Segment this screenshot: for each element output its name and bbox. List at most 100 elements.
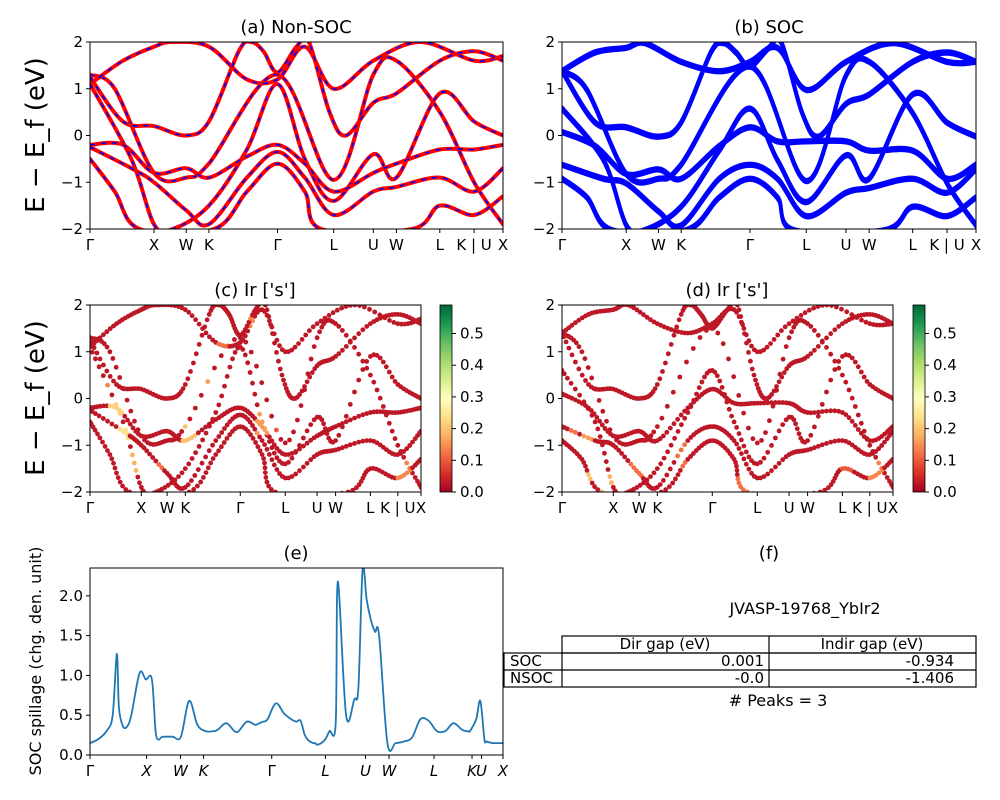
projected-point [849,312,855,317]
projected-point [263,305,268,308]
projected-point [677,468,683,473]
projected-point [734,472,740,478]
panel-d-xtick-label: K | U [852,499,887,517]
panel-e-xtick-label: L [430,762,438,780]
projected-point [595,426,601,432]
projected-point [145,493,150,498]
projected-point [736,431,742,436]
projected-point [582,356,588,362]
projected-point [101,362,106,368]
projected-point [625,494,630,499]
projected-point [186,309,192,315]
projected-point [242,352,248,358]
projected-point [753,377,758,383]
projected-point [310,324,316,330]
projected-point [299,388,305,394]
projected-point [776,379,782,385]
projected-point [769,443,774,448]
projected-point [93,411,98,416]
projected-point [120,483,125,489]
projected-point [675,453,680,459]
projected-point [682,442,687,448]
projected-point [585,435,591,441]
colorbar-c: 0.0 0.1 0.2 0.3 0.4 0.5 [439,304,484,501]
projected-point [262,442,267,447]
projected-point [297,443,302,448]
projected-point [648,474,653,479]
projected-point [182,424,188,429]
projected-point [156,462,162,467]
projected-point [401,454,407,460]
projected-point [597,434,603,439]
nonsoc-band-dash-1 [90,42,503,90]
projected-point [776,460,782,466]
projected-point [196,342,202,347]
projected-point [663,487,669,492]
projected-point [665,351,671,357]
projected-point [224,422,230,428]
soc-band-6 [562,42,976,138]
panel-b-xtick-label: K [676,236,687,254]
projected-point [389,428,395,434]
projected-point [336,422,342,428]
projected-point [573,320,578,326]
panel-d-xtick-label: X [888,499,898,517]
projected-point [808,324,814,329]
panel-b-xtick-label: W [651,236,666,254]
projected-point [198,479,204,485]
projected-point [418,484,421,490]
projected-point [736,307,742,313]
projected-point [586,472,591,478]
projected-point [758,400,763,406]
projected-point [336,432,342,438]
projected-point [268,322,273,327]
soc-band-split-4 [562,164,976,229]
panel-a-xtick-label: U [368,236,379,254]
panel-a-xtick-label: K [204,236,215,254]
panel-e-xtick-label: U [476,762,487,780]
panel-d-xtick-label: L [753,499,762,517]
projected-point [333,438,338,443]
panel-a-xtick-label: W [389,236,404,254]
projected-point [836,324,842,329]
projected-point [644,314,650,320]
projected-point [107,374,113,379]
projected-point [748,358,753,364]
projected-point [675,416,680,422]
table-cell-nsoc-indir: -1.406 [906,669,954,687]
projected-point [192,405,198,411]
panel-c-xtick-label: X [136,499,146,517]
projected-point [609,480,614,485]
projected-point [273,489,278,492]
projected-point [879,443,885,448]
projected-point [380,404,386,409]
table-cell-soc-indir: -0.934 [906,652,954,670]
projected-point [573,359,578,365]
projected-point [302,384,307,389]
projected-point [297,446,302,452]
projected-point [386,420,392,426]
projected-point [286,459,291,465]
projected-point [377,395,383,401]
projected-point [572,429,578,435]
projected-point [761,400,767,406]
projected-point [308,356,314,362]
panel-d-xtick-label: U [784,499,795,517]
gap-table: Dir gap (eV) Indir gap (eV) SOC 0.001 -0… [503,635,977,688]
projected-point [307,328,312,334]
table-row-label-soc: SOC [510,652,542,670]
projected-point [90,349,95,355]
projected-point [248,432,254,438]
projected-point [112,465,118,471]
projected-point [100,416,106,421]
projected-point [208,460,214,466]
projected-point [95,431,100,437]
projected-point [569,322,575,328]
nonsoc-band-dash-2 [90,83,503,229]
projected-point [340,445,345,451]
projected-point [418,316,421,322]
projected-point [127,444,133,449]
projected-point [824,441,829,446]
panel-b-xtick-label: K | U [929,236,964,254]
projected-point [387,318,392,323]
